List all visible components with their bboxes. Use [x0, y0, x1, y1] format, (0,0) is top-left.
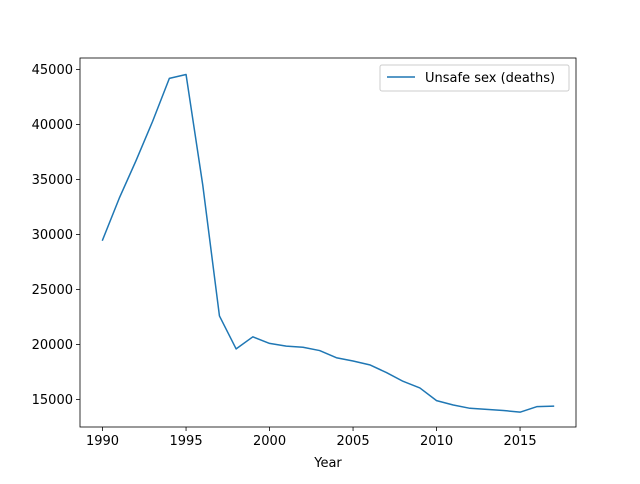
y-tick-label: 45000: [32, 63, 73, 78]
x-tick-label: 2015: [504, 434, 537, 449]
plot-area: 1990 1995 2000 2005 2010 2015 15000 20000 25000 3…: [32, 57, 577, 449]
legend: Unsafe sex (deaths): [379, 64, 570, 92]
y-tick-label: 30000: [32, 228, 73, 243]
legend-entry-label: Unsafe sex (deaths): [425, 71, 555, 86]
y-tick-label: 20000: [32, 338, 73, 353]
axes-frame: [79, 57, 577, 428]
x-tick-label: 1995: [170, 434, 203, 449]
x-tick-label: 2010: [420, 434, 453, 449]
legend-box: [379, 64, 570, 92]
x-axis-label: Year: [313, 456, 342, 471]
y-tick-label: 35000: [32, 173, 73, 188]
x-tick-label: 2000: [253, 434, 286, 449]
y-tick-label: 15000: [32, 393, 73, 408]
x-tick-label: 2005: [337, 434, 370, 449]
series-line-0: [101, 73, 555, 413]
x-tick-label: 1990: [86, 434, 119, 449]
y-tick-label: 40000: [32, 118, 73, 133]
y-tick-label: 25000: [32, 283, 73, 298]
